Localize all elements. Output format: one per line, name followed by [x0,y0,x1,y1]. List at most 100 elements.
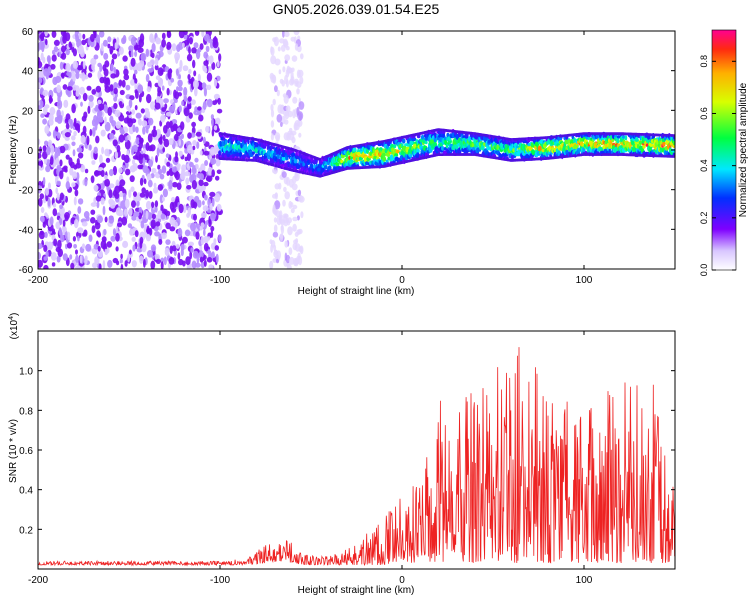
noise-speck [132,124,136,133]
noise-speck [38,161,44,166]
noise-speck [145,189,150,199]
noise-speck [164,158,167,165]
noise-speck [82,60,86,70]
noise-speck [177,86,183,92]
ridge-cell [382,148,386,155]
ridge-cell [433,137,437,143]
noise-speck [180,172,186,181]
noise-speck [272,193,277,199]
noise-speck [125,110,132,116]
noise-speck [84,255,88,262]
noise-speck [177,92,182,97]
noise-speck [72,171,78,180]
noise-speck [282,199,286,207]
noise-speck [191,121,197,128]
noise-speck [38,100,41,107]
noise-speck [293,31,300,36]
noise-speck [216,61,220,68]
noise-speck [110,235,116,242]
noise-speck [197,106,202,111]
noise-speck [178,74,182,80]
noise-speck [216,153,219,160]
noise-speck [282,66,286,73]
noise-speck [73,244,77,249]
noise-speck [75,90,80,97]
noise-speck [131,236,136,242]
ridge-cell [416,147,420,154]
noise-speck [203,242,209,252]
noise-speck [292,216,298,222]
noise-speck [118,186,125,192]
noise-speck [135,126,139,133]
spectrogram-x-tick-label: 0 [399,275,405,286]
signal-ridge [217,128,675,178]
noise-speck [44,231,48,238]
ridge-cell [486,145,490,151]
noise-speck [47,182,51,190]
noise-speck [187,207,191,216]
noise-speck [57,248,63,257]
noise-speck [136,247,143,253]
noise-speck [43,256,48,261]
noise-speck [273,169,278,175]
noise-speck [109,84,114,92]
noise-speck [57,99,63,110]
ridge-cell [323,165,328,170]
ridge-cell [365,161,369,166]
spectrogram-x-ticks: -200 -100 0 100 [28,31,593,286]
noise-speck [85,243,92,252]
noise-speck [120,263,124,269]
noise-speck [61,52,67,60]
noise-speck [190,99,196,105]
noise-speck [279,104,285,115]
noise-speck [56,192,60,201]
noise-speck [112,257,119,264]
noise-speck [171,119,178,125]
noise-speck [284,240,289,248]
noise-speck [155,155,158,163]
noise-speck [164,103,168,110]
noise-speck [46,146,51,156]
noise-speck [180,243,185,251]
noise-speck [297,228,303,235]
noise-speck [111,53,118,60]
ridge-cell [420,134,425,140]
noise-speck [143,154,149,161]
noise-speck [274,200,281,210]
noise-speck [270,109,275,118]
noise-speck [285,105,291,113]
noise-speck [154,205,158,213]
noise-speck [125,84,131,91]
noise-speck [215,158,221,167]
noise-speck [126,105,130,111]
noise-speck [56,109,61,119]
noise-speck [56,84,61,94]
noise-speck [176,182,182,190]
noise-speck [185,256,191,266]
noise-speck [50,252,57,261]
noise-speck [70,262,75,269]
noise-speck [75,254,79,263]
noise-speck [183,107,190,117]
snr-x-ticks: -200 -100 0 100 [28,331,593,586]
noise-speck [200,236,205,246]
noise-speck [175,56,179,64]
noise-speck [79,255,83,264]
ridge-cell [248,144,252,151]
noise-speck [171,245,177,252]
spectrogram-y-tick-label: -60 [19,265,34,276]
snr-x-tick-label: 100 [576,575,593,586]
noise-speck [45,250,49,258]
noise-speck [64,168,68,173]
noise-speck [157,142,164,150]
noise-speck [188,112,193,119]
noise-speck [66,86,73,91]
noise-speck [99,154,103,164]
noise-speck [107,259,113,268]
noise-speck [147,133,153,143]
noise-speck [128,207,133,217]
noise-speck [300,53,304,60]
noise-speck [170,125,175,133]
noise-speck [62,34,67,44]
noise-speck [104,86,111,93]
